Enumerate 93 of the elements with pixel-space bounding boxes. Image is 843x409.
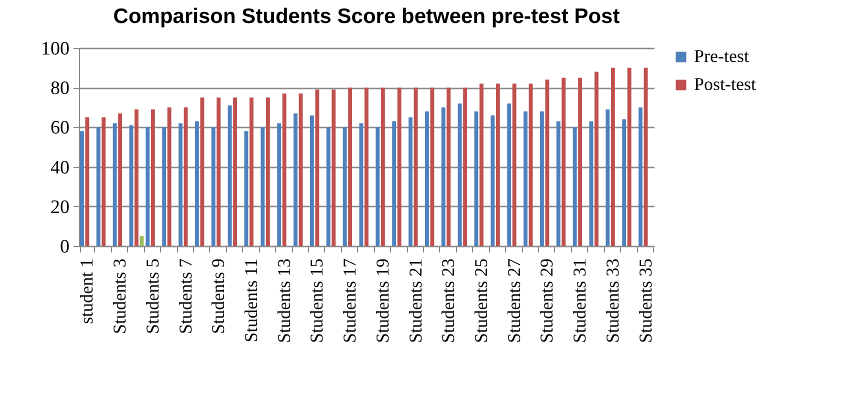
y-tick-label: 80 <box>50 78 70 100</box>
bar <box>112 123 117 246</box>
x-tick-label: Students 9 <box>208 258 228 334</box>
x-tick-label: Students 21 <box>405 258 426 344</box>
bar <box>150 109 155 246</box>
x-tick-label: Students 17 <box>340 258 360 344</box>
x-tick-label: Students 25 <box>471 258 491 344</box>
bar <box>178 123 182 246</box>
bar <box>540 111 544 246</box>
x-tick-label: Students 11 <box>241 258 261 342</box>
bar <box>162 127 166 246</box>
bar <box>545 80 550 246</box>
bar <box>80 131 84 246</box>
x-tick-label: Students 19 <box>372 258 392 344</box>
bar <box>572 127 577 246</box>
bar <box>512 84 516 246</box>
bar <box>490 115 495 246</box>
bar <box>376 127 380 246</box>
bar <box>606 109 610 246</box>
y-tick-label: 20 <box>50 196 70 218</box>
bar <box>315 90 320 246</box>
bar <box>134 109 138 246</box>
bar <box>578 78 582 246</box>
y-tick-label: 100 <box>41 38 70 60</box>
x-tick-label: Students 13 <box>274 258 294 344</box>
bar <box>184 107 188 246</box>
bar <box>140 236 144 246</box>
bar <box>228 105 232 246</box>
x-tick-label: Students 35 <box>635 258 656 344</box>
y-tick-label: 60 <box>50 118 70 139</box>
bar <box>250 98 254 246</box>
bar <box>211 127 216 246</box>
bar <box>364 88 368 246</box>
bar <box>594 72 598 246</box>
bar <box>524 111 528 246</box>
y-tick-label: 0 <box>60 236 70 258</box>
bar <box>638 107 642 246</box>
x-tick-label: Students 29 <box>536 258 557 344</box>
bar <box>118 113 122 246</box>
bar <box>342 127 347 246</box>
bar <box>414 88 418 246</box>
bar <box>266 98 270 246</box>
bar <box>556 121 560 246</box>
bar <box>332 90 336 246</box>
bar <box>458 103 462 246</box>
bar <box>216 98 221 246</box>
bar <box>528 84 533 246</box>
bar <box>392 121 396 246</box>
bar <box>496 84 500 246</box>
bar <box>562 78 566 246</box>
bar <box>463 88 468 246</box>
legend-label: Pre-test <box>694 46 749 66</box>
bar <box>146 127 150 246</box>
bar <box>480 84 484 246</box>
bar <box>644 68 648 246</box>
bar <box>348 88 352 246</box>
legend-label: Post-test <box>694 74 756 94</box>
bar <box>96 127 100 246</box>
x-tick-label: Students 27 <box>504 258 524 344</box>
bar <box>282 94 286 246</box>
bar <box>441 107 446 246</box>
x-tick-label: Students 31 <box>570 258 590 344</box>
x-tick-label: student 1 <box>76 258 97 324</box>
bar <box>298 94 303 246</box>
bar <box>233 98 238 246</box>
x-tick-label: Students 5 <box>142 258 162 334</box>
bar <box>277 123 282 246</box>
bar <box>294 113 298 246</box>
bar <box>424 111 429 246</box>
bar <box>260 127 265 246</box>
bar <box>610 68 615 246</box>
bar <box>507 103 512 246</box>
bar <box>446 88 451 246</box>
x-tick-label: Students 3 <box>110 258 130 334</box>
bar <box>397 88 402 246</box>
bar <box>326 127 330 246</box>
x-tick-label: Students 15 <box>306 258 327 344</box>
bar <box>200 98 204 246</box>
bar <box>167 107 172 246</box>
x-tick-label: Students 33 <box>602 258 622 344</box>
bar <box>380 88 385 246</box>
bar <box>194 121 199 246</box>
x-tick-label: Students 23 <box>438 258 458 344</box>
bar <box>85 117 90 246</box>
bar <box>627 68 632 246</box>
x-tick-label: Students 7 <box>175 258 196 334</box>
bar <box>622 119 626 246</box>
chart-title: Comparison Students Score between pre-test Post <box>113 5 620 28</box>
y-tick-label: 40 <box>50 157 70 178</box>
bar <box>408 117 412 246</box>
bar <box>102 117 106 246</box>
bar <box>430 88 434 246</box>
bar <box>310 115 314 246</box>
